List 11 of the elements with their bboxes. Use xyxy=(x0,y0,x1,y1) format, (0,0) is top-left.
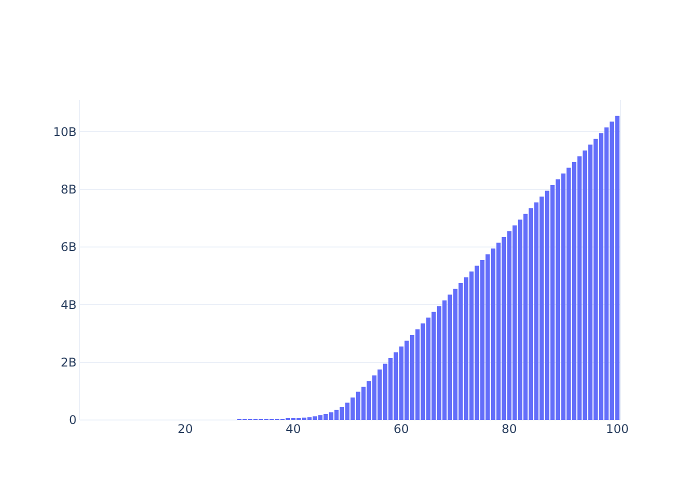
y-tick-label: 10B xyxy=(53,124,77,139)
y-tick-label: 0 xyxy=(68,413,77,428)
y-tick-label: 4B xyxy=(60,298,77,312)
y-tick-label: 2B xyxy=(60,356,77,370)
x-tick-label: 100 xyxy=(606,422,629,436)
y-tick-label: 8B xyxy=(60,182,77,197)
x-tick-label: 20 xyxy=(178,422,193,436)
x-tick-label: 60 xyxy=(394,422,409,436)
y-tick-label: 6B xyxy=(60,240,77,254)
x-tick-label: 80 xyxy=(502,422,517,436)
x-tick-label: 40 xyxy=(286,422,301,436)
